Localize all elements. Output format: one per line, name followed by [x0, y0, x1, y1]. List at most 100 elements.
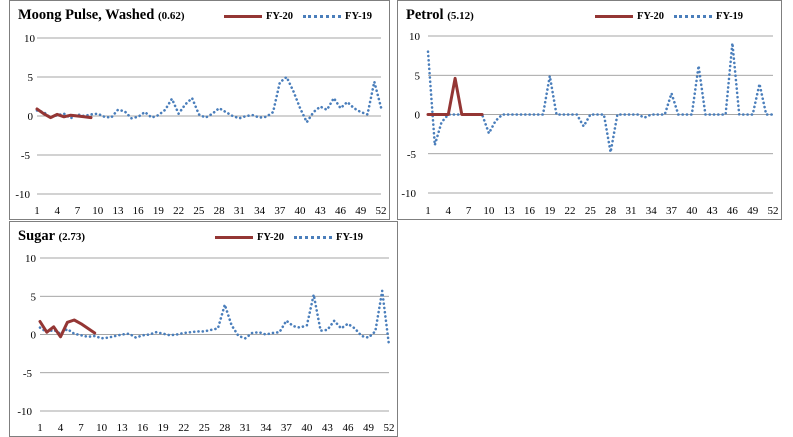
- x-tick-label: 13: [504, 205, 516, 217]
- x-tick-label: 4: [446, 205, 452, 217]
- x-tick-label: 49: [355, 205, 367, 217]
- x-tick-label: 19: [153, 205, 165, 217]
- x-tick-label: 52: [384, 422, 395, 434]
- x-tick-label: 16: [133, 205, 145, 217]
- x-tick-label: 19: [544, 205, 556, 217]
- x-tick-label: 16: [137, 422, 149, 434]
- x-tick-label: 46: [335, 205, 347, 217]
- legend-label-fy20: FY-20: [266, 11, 294, 22]
- x-tick-label: 13: [117, 422, 129, 434]
- chart-panel-sugar: 10 5 0 -5 -10 1 4 7 10 13 16 19 22 25 28 31 34 37 40 43 46 49…: [9, 221, 398, 437]
- y-tick-label: 5: [28, 72, 34, 84]
- y-tick-label: 0: [28, 111, 34, 123]
- x-tick-label: 31: [625, 205, 636, 217]
- x-tick-label: 49: [363, 422, 375, 434]
- x-tick-label: 16: [524, 205, 536, 217]
- y-tick-label: 10: [25, 253, 37, 265]
- series-line-fy19: [35, 75, 383, 124]
- x-tick-label: 28: [214, 205, 226, 217]
- series-line-fy20: [35, 107, 93, 120]
- y-tick-label: 5: [415, 70, 421, 82]
- x-tick-label: 25: [193, 205, 205, 217]
- series-line-fy20: [426, 76, 484, 116]
- x-tick-label: 1: [37, 422, 43, 434]
- legend-label-fy20: FY-20: [637, 11, 665, 22]
- chart-legend: FY-20 FY-19: [224, 11, 372, 22]
- series-line-fy19: [38, 289, 391, 347]
- chart-panel-moong-pulse: 10 5 0 -5 -10 1 4 7 10 13 16 19 22 25 28 31 34 37 40 43 46 49…: [9, 0, 390, 220]
- x-tick-label: 10: [483, 205, 495, 217]
- x-tick-label: 37: [274, 205, 286, 217]
- chart-title: Moong Pulse, Washed (0.62): [18, 7, 185, 24]
- x-tick-label: 28: [219, 422, 231, 434]
- x-tick-label: 13: [112, 205, 124, 217]
- legend-swatch-fy19: [303, 15, 342, 18]
- legend-swatch-fy19: [294, 236, 333, 239]
- y-tick-label: 10: [409, 31, 421, 43]
- x-tick-label: 43: [707, 205, 719, 217]
- y-tick-label: -5: [21, 150, 31, 162]
- x-tick-label: 34: [646, 205, 658, 217]
- x-tick-label: 34: [260, 422, 272, 434]
- y-tick-label: -10: [401, 188, 416, 200]
- x-tick-label: 25: [199, 422, 211, 434]
- x-tick-label: 46: [727, 205, 739, 217]
- y-tick-label: 0: [415, 110, 421, 122]
- chart-title: Petrol (5.12): [406, 7, 474, 24]
- x-tick-label: 31: [234, 205, 245, 217]
- chart-title-text: Sugar: [18, 228, 55, 244]
- x-tick-label: 37: [281, 422, 293, 434]
- chart-title-text: Moong Pulse, Washed: [18, 7, 155, 23]
- chart-svg-petrol: 10 5 0 -5 -10 1 4 7 10 13 16 19 22 25 28 31 34 37 40 43 46 49…: [401, 31, 779, 217]
- y-tick-label: 5: [31, 291, 37, 303]
- x-tick-label: 31: [240, 422, 251, 434]
- x-tick-label: 34: [254, 205, 266, 217]
- chart-weight: (2.73): [58, 231, 86, 243]
- x-tick-label: 28: [605, 205, 617, 217]
- x-tick-label: 4: [58, 422, 64, 434]
- series-line-fy20: [38, 318, 97, 339]
- legend-label-fy19: FY-19: [345, 11, 373, 22]
- y-tick-label: 10: [24, 33, 36, 45]
- chart-svg-moong-pulse: 10 5 0 -5 -10 1 4 7 10 13 16 19 22 25 28 31 34 37 40 43 46 49…: [15, 33, 387, 217]
- chart-title-text: Petrol: [406, 7, 444, 23]
- y-tick-label: -10: [15, 189, 30, 201]
- x-tick-label: 37: [666, 205, 678, 217]
- chart-panel-petrol: 10 5 0 -5 -10 1 4 7 10 13 16 19 22 25 28 31 34 37 40 43 46 49…: [397, 0, 782, 220]
- x-tick-label: 7: [75, 205, 81, 217]
- x-tick-label: 52: [376, 205, 387, 217]
- x-tick-label: 46: [342, 422, 354, 434]
- x-tick-label: 4: [54, 205, 60, 217]
- x-tick-label: 43: [322, 422, 334, 434]
- x-tick-label: 52: [768, 205, 779, 217]
- x-tick-label: 1: [34, 205, 40, 217]
- x-tick-label: 22: [178, 422, 189, 434]
- x-tick-label: 19: [158, 422, 170, 434]
- x-tick-label: 10: [96, 422, 108, 434]
- x-tick-label: 7: [466, 205, 472, 217]
- legend-swatch-fy20: [595, 15, 633, 18]
- x-tick-label: 40: [301, 422, 313, 434]
- chart-legend: FY-20 FY-19: [595, 11, 743, 22]
- chart-title: Sugar (2.73): [18, 228, 85, 245]
- x-tick-label: 22: [565, 205, 576, 217]
- legend-swatch-fy20: [215, 236, 253, 239]
- x-tick-label: 7: [78, 422, 84, 434]
- legend-swatch-fy19: [674, 15, 713, 18]
- x-tick-label: 22: [173, 205, 184, 217]
- legend-swatch-fy20: [224, 15, 262, 18]
- x-tick-label: 40: [295, 205, 307, 217]
- chart-legend: FY-20 FY-19: [215, 232, 363, 243]
- y-tick-label: -10: [17, 406, 32, 418]
- x-tick-label: 40: [686, 205, 698, 217]
- legend-label-fy19: FY-19: [716, 11, 744, 22]
- y-tick-label: -5: [23, 368, 33, 380]
- x-tick-label: 10: [92, 205, 104, 217]
- chart-weight: (5.12): [447, 10, 474, 22]
- x-tick-label: 1: [425, 205, 431, 217]
- legend-label-fy20: FY-20: [257, 232, 285, 243]
- x-tick-label: 43: [315, 205, 327, 217]
- legend-label-fy19: FY-19: [336, 232, 364, 243]
- y-tick-label: -5: [407, 149, 417, 161]
- x-tick-label: 25: [585, 205, 597, 217]
